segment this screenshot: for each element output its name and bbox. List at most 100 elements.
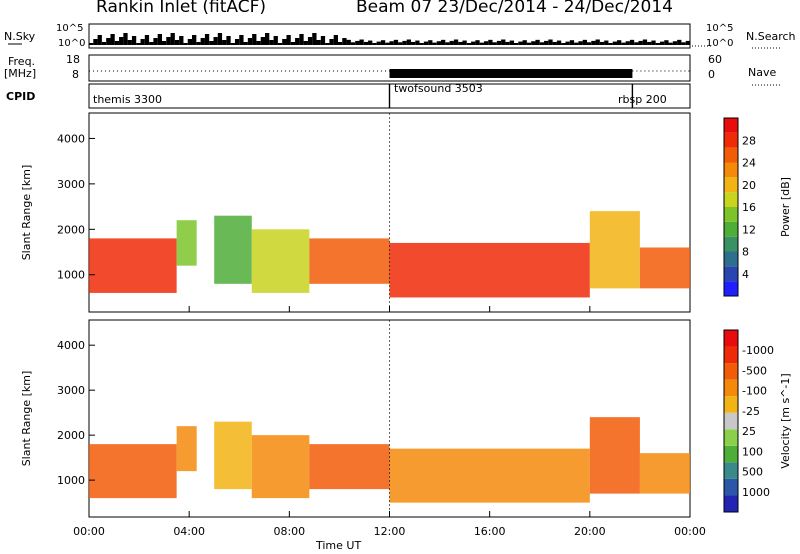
freq-unit-label: [MHz] [4,67,37,80]
noise-bar [101,42,107,45]
noise-bar [681,42,686,45]
noise-bar [183,43,188,45]
colorbar-cell [724,207,738,222]
colorbar-cell [724,236,738,252]
noise-bar [350,42,356,45]
noise-bar [286,35,291,45]
echo-region [176,426,197,472]
noise-bar [166,37,171,45]
noise-bar [97,35,102,45]
nave-tick-bottom: 0 [708,68,715,81]
colorbar-cell [724,118,738,133]
x-tick-label: 00:00 [674,525,706,538]
noise-bar [333,35,338,45]
cpid-segment-label: rbsp 200 [618,93,667,106]
noise-bar [436,41,442,45]
colorbar-cell [724,132,738,148]
noise-bar [342,38,347,45]
colorbar-cell [724,346,738,364]
noise-bar [269,40,274,45]
noise-bar [325,43,330,45]
colorbar-tick-label: 24 [742,157,756,170]
colorbar-cell [724,429,738,446]
station-title: Rankin Inlet (fitACF) [96,0,267,17]
noise-bar [385,42,390,45]
noise-bar [419,43,424,45]
noise-bar [217,33,223,45]
noise-bar [410,41,416,45]
noise-panel-frame [88,23,691,49]
noise-bar [522,40,527,45]
noise-bar [445,42,450,45]
noise-bar [668,42,673,45]
noise-tick-top: 10^5 [56,23,84,34]
y-tick-label: 4000 [57,132,85,145]
noise-bar [479,42,484,45]
echo-region [309,238,390,284]
colorbar-cell [724,412,738,430]
noise-bar [617,40,622,45]
colorbar-tick-label: 28 [742,134,756,147]
noise-bar [312,33,317,45]
y-axis-label: Slant Range [km] [20,371,33,467]
y-tick-label: 1000 [57,474,85,487]
noise-tick-bottom: 10^0 [58,38,86,49]
colorbar-cell [724,478,738,496]
noise-bar [247,38,253,45]
noise-bar [226,36,231,45]
colorbar-cell [724,379,738,397]
colorbar-cell [724,147,738,163]
noise-bar [337,42,343,45]
noise-bar [402,40,407,45]
noise-bar [307,37,313,45]
noise-bar [157,34,162,45]
noise-bar [651,40,656,45]
noise-bar [608,43,613,45]
noise-bar [492,42,497,45]
noise-bar [290,42,296,45]
noise-bar [544,40,549,45]
colorbar-tick-label: -25 [742,405,760,418]
colorbar-cell [724,330,738,347]
colorbar-cell [724,396,738,413]
colorbar-cell [724,162,738,178]
nsearch-tick-bottom: 10^0 [706,38,734,49]
noise-bar [260,37,266,45]
noise-bar [561,43,566,45]
noise-bar [565,41,570,45]
noise-bar [513,43,519,45]
noise-bar [423,41,429,45]
freq-label: Freq. [8,55,36,68]
echo-region [639,247,690,289]
echo-region [389,242,590,298]
noise-bar [604,40,609,45]
noise-bar [518,41,523,45]
noise-bar [483,41,489,45]
noise-bar [252,34,257,45]
colorbar-tick-label: -100 [742,385,767,398]
echo-region [639,453,690,494]
noise-bar [136,43,141,45]
noise-bar [539,42,545,45]
colorbar-cell [724,177,738,193]
noise-bar [685,40,690,45]
freq-panel-frame [88,54,691,82]
echo-region [309,444,390,490]
echo-region [589,211,640,289]
noise-bar [329,39,334,45]
noise-bar [406,39,411,45]
nsearch-tick-top: 10^5 [706,23,734,34]
y-tick-label: 3000 [57,384,85,397]
x-tick-label: 20:00 [574,525,606,538]
freq-band [389,69,633,78]
noise-bar [569,40,575,45]
cpid-label: CPID [6,90,36,103]
noise-bar [612,41,618,45]
y-tick-label: 3000 [57,178,85,191]
colorbar-frame [723,117,739,297]
noise-bar [574,42,579,45]
noise-bar [204,34,210,45]
noise-bar [372,43,377,45]
colorbar-cell [724,281,738,296]
y-tick-label: 2000 [57,429,85,442]
